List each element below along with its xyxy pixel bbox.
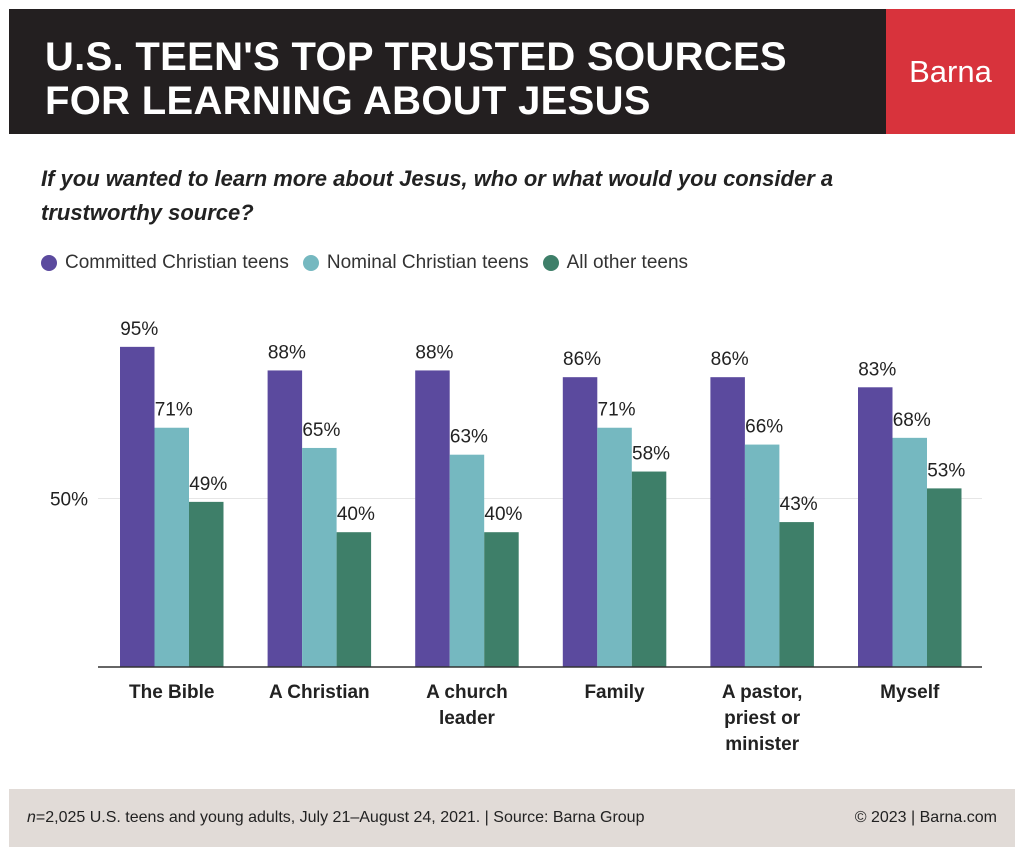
x-category-label-line: The Bible — [129, 682, 215, 703]
bar — [779, 522, 814, 667]
bar — [562, 377, 598, 667]
y-tick-label: 50% — [50, 490, 88, 511]
brand-logo: Barna — [886, 9, 1015, 134]
x-category-label-line: A church — [426, 682, 508, 703]
bar-chart: 50% 95% 71% 49% The Bible 88% 65% 40% A Christia… — [50, 319, 982, 755]
bar-value-label: 58% — [632, 444, 670, 465]
x-category-label-line: Myself — [880, 682, 940, 703]
bar-value-label: 88% — [268, 342, 306, 363]
bar-value-label: 49% — [189, 474, 227, 495]
bar — [449, 454, 485, 667]
x-category-label: Myself — [880, 682, 940, 703]
bar-value-label: 71% — [155, 400, 193, 421]
footer-note-text: =2,025 U.S. teens and young adults, July… — [35, 809, 645, 826]
bar-value-label: 65% — [302, 420, 340, 441]
bar — [120, 346, 155, 667]
footer-n-prefix: n — [27, 809, 36, 826]
footer-bar: n=2,025 U.S. teens and young adults, Jul… — [9, 789, 1015, 847]
bar — [927, 488, 962, 667]
x-category-label-line: A Christian — [269, 682, 370, 703]
legend-item: Committed Christian teens — [41, 252, 289, 274]
bar-value-label: 86% — [711, 349, 749, 370]
legend-item: Nominal Christian teens — [302, 252, 529, 274]
x-category-label: The Bible — [129, 682, 215, 703]
bar-value-label: 83% — [858, 359, 896, 380]
bar — [336, 532, 372, 667]
legend-swatch — [302, 255, 319, 271]
legend-label: All other teens — [566, 252, 689, 273]
bar — [189, 501, 224, 667]
bar — [710, 377, 745, 667]
x-category-label-line: minister — [725, 734, 800, 755]
bar-value-label: 43% — [780, 494, 818, 515]
x-category-label-line: A pastor, — [722, 682, 803, 703]
bar — [484, 532, 519, 667]
bar-value-label: 68% — [893, 410, 931, 431]
chart-title-line-2: FOR LEARNING ABOUT JESUS — [45, 79, 651, 123]
bar — [892, 437, 927, 667]
bar — [631, 471, 667, 667]
bar — [858, 387, 893, 667]
footer-copyright: © 2023 | Barna.com — [854, 809, 997, 826]
bar-value-label: 63% — [450, 427, 488, 448]
legend-label: Nominal Christian teens — [326, 252, 529, 273]
x-category-label: A Christian — [269, 682, 370, 703]
x-category-label: A church leader — [426, 682, 508, 729]
legend-swatch — [542, 255, 559, 271]
header-bar: U.S. TEEN'S TOP TRUSTED SOURCES FOR LEAR… — [9, 9, 886, 134]
legend-label: Committed Christian teens — [65, 252, 289, 273]
legend-item: All other teens — [542, 252, 689, 274]
bar-value-label: 88% — [415, 342, 453, 363]
x-category-label-line: leader — [439, 708, 496, 729]
x-category-label: Family — [584, 682, 645, 703]
survey-question: If you wanted to learn more about Jesus,… — [41, 166, 834, 225]
bar-value-label: 71% — [598, 400, 636, 421]
bar-value-label: 53% — [927, 460, 965, 481]
x-category-label-line: Family — [584, 682, 645, 703]
x-category-label-line: priest or — [724, 708, 801, 729]
bar — [267, 370, 303, 667]
chart-legend: Committed Christian teens Nominal Christi… — [41, 250, 702, 276]
brand-name: Barna — [909, 53, 992, 89]
bar-value-label: 40% — [484, 504, 522, 525]
x-category-label: A pastor, priest or minister — [722, 682, 803, 755]
bar — [415, 370, 450, 667]
bar — [744, 444, 780, 667]
bar — [597, 427, 632, 667]
bar-value-label: 86% — [563, 349, 601, 370]
bar-value-label: 95% — [120, 319, 158, 340]
legend-swatch — [41, 255, 57, 271]
bar — [302, 447, 337, 667]
footer-sample-note: n=2,025 U.S. teens and young adults, Jul… — [27, 809, 644, 827]
bar-value-label: 40% — [337, 504, 375, 525]
bar-value-label: 66% — [745, 417, 783, 438]
chart-title-line-1: U.S. TEEN'S TOP TRUSTED SOURCES — [45, 35, 787, 79]
bar — [154, 427, 189, 667]
